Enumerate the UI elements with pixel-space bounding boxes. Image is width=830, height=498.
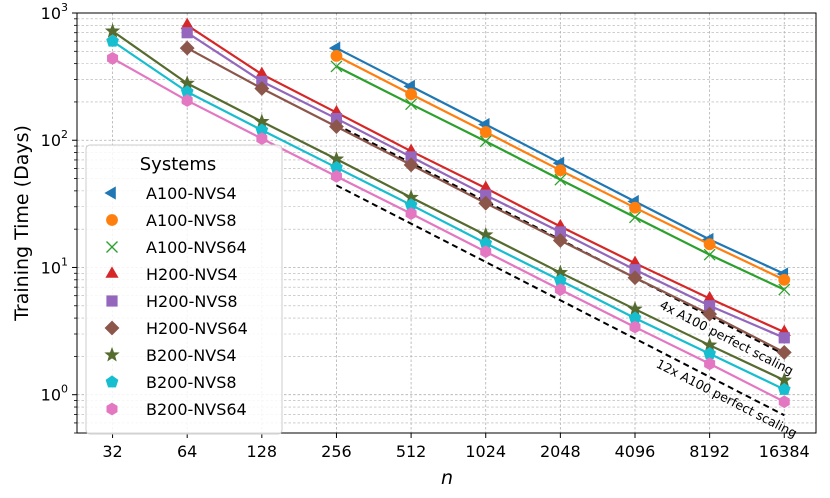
legend-marker [105,375,119,388]
data-point [403,157,419,173]
x-tick-label: 1024 [465,442,506,461]
x-tick-label: 256 [321,442,352,461]
x-tick-label: 16384 [759,442,810,461]
legend: Systems A100-NVS4 A100-NVS8 A100-NVS64 H200-… [85,144,283,435]
data-point [479,126,492,138]
data-point [554,173,567,186]
x-tick-label: 512 [396,442,427,461]
data-point [181,27,193,39]
legend-label: A100-NVS64 [146,238,247,257]
legend-marker [104,186,116,200]
data-point [778,283,791,296]
x-tick-label: 32 [102,442,122,461]
x-tick-label: 64 [177,442,197,461]
data-point [330,50,343,62]
legend-marker [105,266,119,278]
plot-frame [76,12,817,434]
legend-label: B200-NVS8 [146,373,237,392]
data-point [329,119,344,135]
data-point [330,170,342,183]
data-point [107,52,119,65]
data-point [776,344,792,360]
data-point [104,23,121,38]
series-line [112,57,785,403]
y-tick-label: 100 [41,383,68,405]
data-point [777,382,791,395]
data-point [629,320,641,334]
y-axis-label: Training Time (Days) [11,125,33,322]
data-point [703,347,716,360]
data-point [627,270,643,286]
data-point [181,94,193,107]
legend-label: A100-NVS8 [146,211,237,230]
legend-marker [104,320,120,336]
data-point [778,332,790,344]
data-point [480,245,492,259]
legend-marker [104,346,120,362]
data-point [330,60,343,73]
data-point [704,357,716,371]
series-line [111,30,785,382]
data-point [256,132,268,145]
data-point [554,283,566,296]
x-tick-label: 2048 [540,442,581,461]
data-point [478,195,494,211]
legend-label: H200-NVS8 [146,292,238,311]
series-A100-NVS64 [330,60,791,296]
legend-marker [106,214,118,226]
data-point [778,273,791,286]
data-point [106,34,119,47]
data-point [405,88,417,101]
data-point [179,40,195,56]
legend-box [85,144,283,435]
series-A100-NVS8 [330,50,791,286]
data-point [629,211,641,224]
data-point [254,81,270,96]
legend-label: H200-NVS4 [146,265,238,284]
legend-label: B200-NVS64 [146,400,247,419]
x-tick-label: 8192 [689,442,730,461]
reference-line [336,184,785,417]
series-B200-NVS8 [106,34,791,395]
series-line [111,40,785,391]
data-point [552,233,568,248]
x-tick-label: 4096 [615,442,656,461]
series-H200-NVS64 [179,40,792,360]
x-axis-label: n [441,467,453,489]
y-tick-label: 101 [41,255,68,277]
data-point [554,164,567,177]
data-point [703,238,716,251]
axes: 32 64 128 256 512 1024 2048 4096 8192 16384 100 101… [41,1,810,461]
series-layer [104,17,792,409]
x-tick-label: 128 [247,442,278,461]
legend-marker [106,241,118,253]
legend-title: Systems [140,154,217,175]
data-point [778,395,790,409]
data-point [703,248,716,261]
data-point [479,135,492,148]
y-tick-label: 102 [41,128,68,150]
data-point [405,207,417,220]
series-B200-NVS64 [107,52,790,409]
data-point [405,98,418,111]
data-point [702,306,718,322]
y-tick-label: 103 [41,1,68,23]
legend-marker [106,402,118,416]
legend-label: A100-NVS4 [146,184,237,203]
legend-label: H200-NVS64 [146,319,248,338]
data-point [629,201,641,214]
legend-label: B200-NVS4 [146,346,237,365]
legend-marker [106,295,118,307]
